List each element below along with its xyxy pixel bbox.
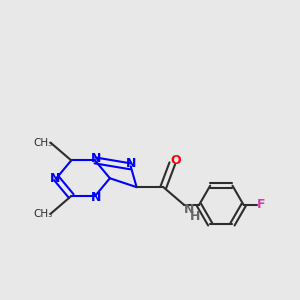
Text: N: N [125,157,136,170]
Text: N: N [91,191,102,204]
Text: H: H [190,210,201,223]
Text: O: O [170,154,181,167]
Text: N: N [50,172,60,185]
Text: CH₃: CH₃ [33,138,52,148]
Text: CH₃: CH₃ [33,209,52,219]
Text: F: F [257,199,266,212]
Text: N: N [91,152,102,165]
Text: N: N [184,203,194,216]
